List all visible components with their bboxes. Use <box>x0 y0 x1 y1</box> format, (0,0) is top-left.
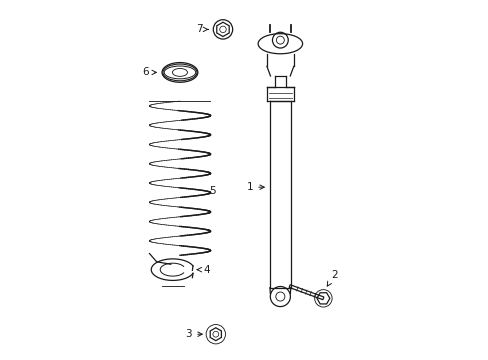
Text: 2: 2 <box>326 270 337 286</box>
Text: 7: 7 <box>196 24 208 35</box>
Text: 4: 4 <box>197 265 210 275</box>
Text: 6: 6 <box>142 67 156 77</box>
Text: 1: 1 <box>246 182 264 192</box>
Text: 3: 3 <box>185 329 202 339</box>
Text: 5: 5 <box>208 185 215 195</box>
